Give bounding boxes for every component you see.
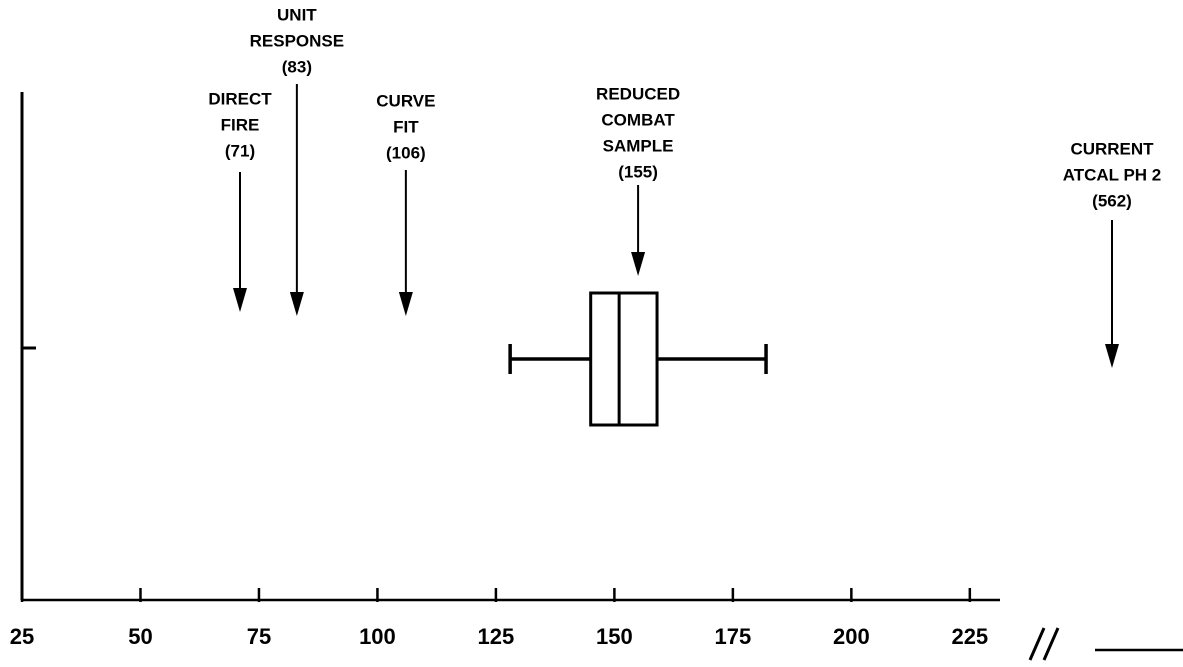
annotation-label: ATCAL PH 2 [1063,165,1162,184]
annotation-label: SAMPLE [603,136,674,155]
arrow-head [233,288,247,312]
x-tick-label: 100 [359,624,396,649]
arrow-head [1105,344,1119,368]
annotation-label: FIRE [221,115,260,134]
annotation-label: REDUCED [596,84,680,103]
annotation-value: (106) [386,143,426,162]
x-tick-label: 225 [951,624,988,649]
annotation-value: (83) [282,57,312,76]
x-tick-label: 175 [715,624,752,649]
annotation-label: RESPONSE [250,31,344,50]
box [589,291,659,427]
x-tick-label: 125 [478,624,515,649]
arrow-head [398,292,413,316]
x-tick-label: 200 [833,624,870,649]
x-tick-label: 25 [10,624,34,649]
arrow-head [289,292,304,316]
annotation-value: (155) [618,162,658,181]
x-tick-label: 50 [128,624,152,649]
x-tick-label: 75 [247,624,271,649]
annotation-value: (71) [225,141,255,160]
annotation-label: CURVE [376,91,435,110]
arrow-head [631,252,646,276]
annotation-label: DIRECT [208,89,272,108]
annotation-label: COMBAT [601,110,675,129]
annotation-label: UNIT [277,5,317,24]
annotation-label: CURRENT [1070,139,1154,158]
annotation-value: (562) [1092,191,1132,210]
annotation-label: FIT [393,117,419,136]
x-tick-label: 150 [596,624,633,649]
axis-break [1028,627,1060,661]
